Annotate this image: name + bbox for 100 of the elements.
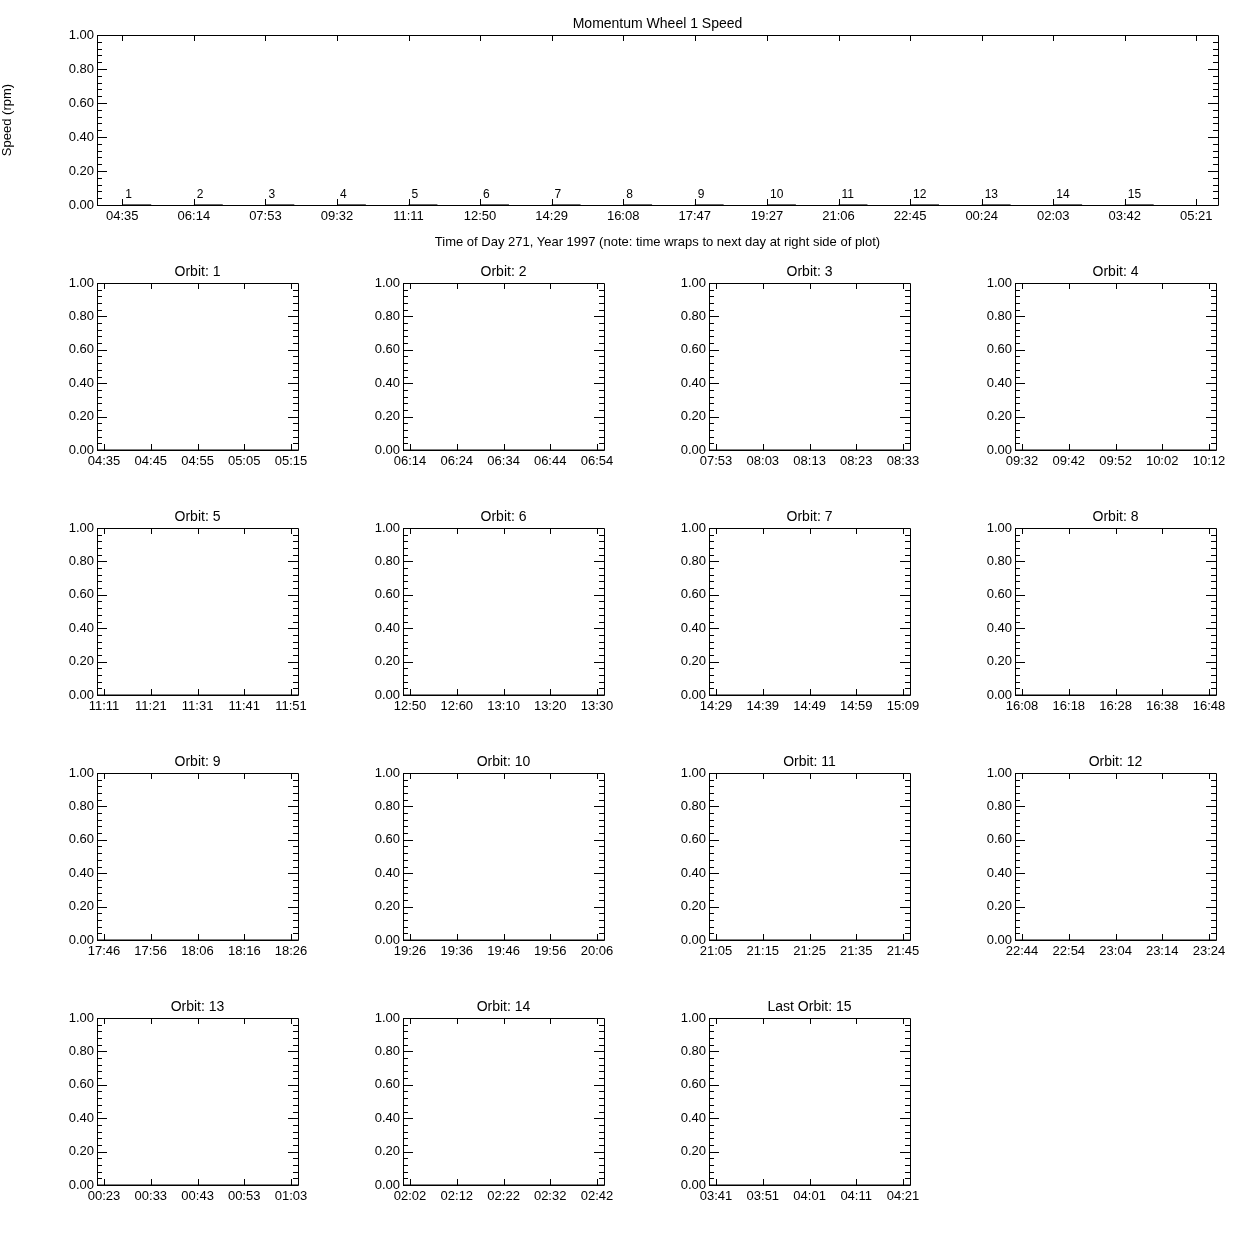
y-tick-label: 0.40 — [986, 619, 1012, 635]
x-tick-label: 00:24 — [965, 208, 998, 224]
x-tick-label: 02:42 — [580, 1188, 614, 1204]
x-tick-label: 16:08 — [606, 208, 640, 224]
x-tick-label: 16:38 — [1145, 698, 1179, 714]
x-tick-label: 02:03 — [1036, 208, 1070, 224]
x-tick-label: 21:06 — [822, 208, 855, 224]
y-tick-label: 0.80 — [68, 1042, 94, 1058]
x-tick-label: 07:53 — [249, 208, 282, 224]
chart-title: Orbit: 12 — [1088, 752, 1143, 769]
x-tick-label: 05:15 — [274, 453, 308, 469]
x-tick-label: 19:36 — [440, 943, 474, 959]
x-tick-label: 11:31 — [181, 698, 214, 714]
annotation: 15 — [1127, 187, 1142, 201]
x-tick-label: 06:34 — [487, 453, 520, 469]
x-tick-label: 19:56 — [533, 943, 567, 959]
y-tick-label: 0.40 — [986, 864, 1012, 880]
y-tick-label: 0.80 — [68, 60, 94, 76]
x-tick-label: 22:45 — [893, 208, 927, 224]
annotation: 7 — [554, 187, 562, 201]
y-tick-label: 0.40 — [374, 864, 400, 880]
y-tick-label: 0.80 — [680, 307, 706, 323]
y-tick-label: 1.00 — [374, 764, 400, 780]
y-tick-label: 0.40 — [68, 128, 94, 144]
x-tick-label: 11:21 — [135, 698, 167, 714]
x-tick-label: 00:33 — [134, 1188, 168, 1204]
chart-title: Orbit: 2 — [480, 262, 527, 279]
x-tick-label: 02:32 — [533, 1188, 567, 1204]
y-tick-label: 1.00 — [680, 274, 706, 290]
y-tick-label: 0.40 — [680, 619, 706, 635]
x-tick-label: 19:46 — [487, 943, 520, 959]
y-tick-label: 0.80 — [680, 797, 706, 813]
x-tick-label: 06:44 — [533, 453, 567, 469]
x-tick-label: 22:54 — [1052, 943, 1086, 959]
chart-title: Orbit: 10 — [476, 752, 531, 769]
y-tick-label: 0.40 — [68, 1109, 94, 1125]
chart-title: Momentum Wheel 1 Speed — [572, 14, 743, 31]
x-tick-label: 11:41 — [228, 698, 260, 714]
x-tick-label: 20:06 — [580, 943, 614, 959]
x-tick-label: 14:49 — [793, 698, 826, 714]
x-axis-title: Time of Day 271, Year 1997 (note: time wraps to next day at right side of plot) — [434, 233, 881, 249]
y-tick-label: 0.20 — [68, 162, 94, 178]
x-tick-label: 02:22 — [487, 1188, 520, 1204]
x-tick-label: 17:56 — [134, 943, 167, 959]
y-tick-label: 0.20 — [68, 653, 94, 669]
chart-title: Orbit: 8 — [1092, 507, 1139, 524]
y-tick-label: 0.60 — [680, 1076, 706, 1092]
x-tick-label: 09:32 — [320, 208, 354, 224]
x-tick-label: 03:51 — [746, 1188, 780, 1204]
y-tick-label: 0.60 — [68, 94, 94, 110]
annotation: 8 — [626, 187, 634, 201]
y-tick-label: 0.80 — [986, 307, 1012, 323]
x-tick-label: 05:21 — [1180, 208, 1213, 224]
x-tick-label: 06:24 — [440, 453, 474, 469]
y-tick-label: 0.20 — [374, 1143, 400, 1159]
x-tick-label: 19:27 — [750, 208, 784, 224]
x-tick-label: 12:50 — [463, 208, 497, 224]
x-tick-label: 09:42 — [1052, 453, 1086, 469]
chart-title: Orbit: 9 — [174, 752, 221, 769]
y-tick-label: 0.20 — [986, 898, 1012, 914]
y-tick-label: 1.00 — [986, 274, 1012, 290]
x-tick-label: 13:30 — [580, 698, 614, 714]
y-tick-label: 1.00 — [374, 274, 400, 290]
y-tick-label: 1.00 — [374, 519, 400, 535]
y-tick-label: 0.80 — [680, 552, 706, 568]
chart-title: Orbit: 13 — [170, 997, 225, 1014]
x-tick-label: 16:28 — [1099, 698, 1132, 714]
chart-title: Orbit: 4 — [1092, 262, 1139, 279]
y-tick-label: 0.20 — [986, 408, 1012, 424]
x-tick-label: 18:06 — [181, 943, 214, 959]
x-tick-label: 23:14 — [1145, 943, 1179, 959]
annotation: 13 — [984, 187, 999, 201]
x-tick-label: 14:39 — [746, 698, 780, 714]
y-tick-label: 1.00 — [68, 1009, 94, 1025]
y-tick-label: 0.80 — [374, 797, 400, 813]
y-tick-label: 0.60 — [374, 831, 400, 847]
x-tick-label: 08:23 — [839, 453, 873, 469]
y-tick-label: 1.00 — [680, 519, 706, 535]
y-tick-label: 0.20 — [680, 898, 706, 914]
x-tick-label: 03:42 — [1108, 208, 1142, 224]
x-tick-label: 06:54 — [580, 453, 614, 469]
y-tick-label: 0.00 — [68, 196, 94, 212]
y-tick-label: 0.40 — [68, 619, 94, 635]
annotation: 4 — [339, 187, 347, 201]
annotation: 1 — [125, 187, 133, 201]
y-tick-label: 0.40 — [680, 864, 706, 880]
y-tick-label: 0.20 — [68, 408, 94, 424]
annotation: 2 — [196, 187, 204, 201]
x-tick-label: 17:47 — [678, 208, 711, 224]
y-tick-label: 1.00 — [374, 1009, 400, 1025]
x-tick-label: 23:24 — [1192, 943, 1226, 959]
annotation: 12 — [913, 187, 927, 201]
y-tick-label: 0.20 — [374, 898, 400, 914]
x-tick-label: 16:18 — [1052, 698, 1086, 714]
x-tick-label: 08:13 — [793, 453, 826, 469]
y-tick-label: 0.40 — [68, 374, 94, 390]
x-tick-label: 04:21 — [886, 1188, 920, 1204]
y-tick-label: 0.60 — [374, 341, 400, 357]
y-tick-label: 0.60 — [680, 586, 706, 602]
chart-title: Orbit: 14 — [476, 997, 531, 1014]
